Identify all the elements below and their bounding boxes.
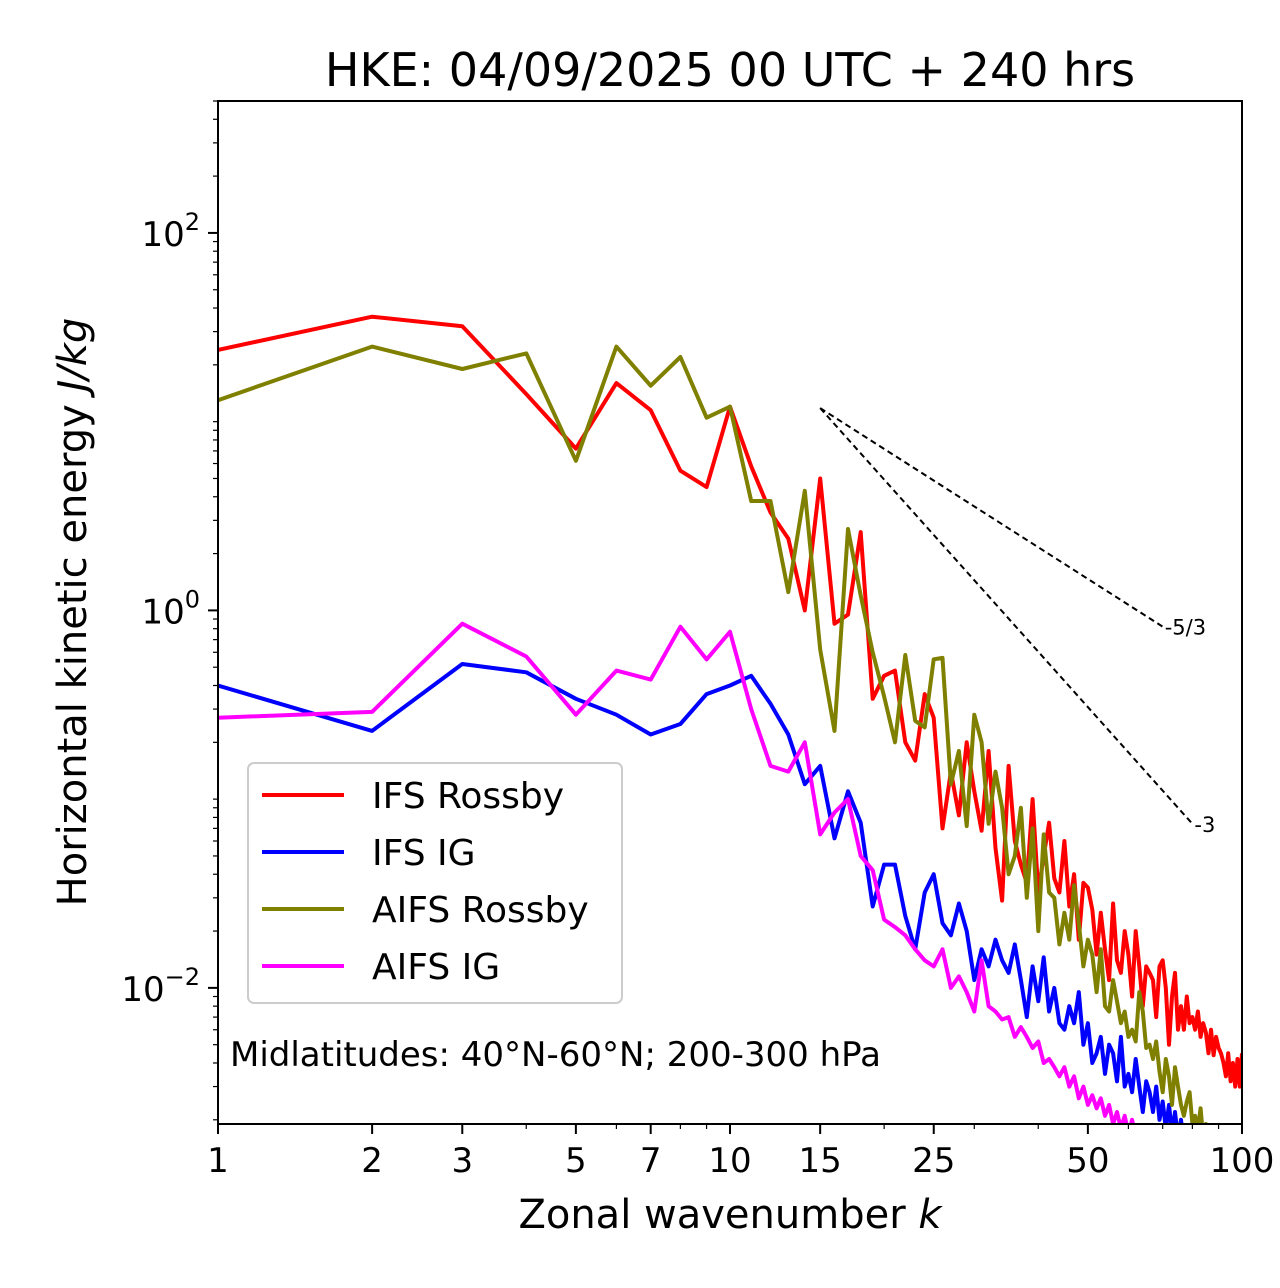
x-tick-label: 3 [451, 1141, 473, 1181]
slope-reference-lines: -5/3 -3 [819, 407, 1215, 837]
series-line-ifs-ig [218, 662, 1184, 1124]
x-tick-label: 1 [207, 1141, 229, 1181]
x-tick-label: 100 [1210, 1141, 1275, 1181]
x-tick-label: 25 [912, 1141, 955, 1181]
series-line-ifs-rossby [218, 314, 1242, 1089]
legend-label-aifs-ig: AIFS IG [372, 947, 500, 988]
x-tick-label: 5 [565, 1141, 587, 1181]
series-line-aifs-ig [218, 621, 1135, 1124]
x-tick-label: 2 [361, 1141, 383, 1181]
slope-line [819, 407, 1194, 825]
x-axis-ticks: 1 2 3 5 7 10 15 25 50 100 [207, 1124, 1274, 1181]
legend-label-ifs-ig: IFS IG [372, 833, 476, 874]
y-tick-label: 10−2 [121, 963, 200, 1010]
plot-frame [217, 100, 1243, 1125]
slope-label: -5/3 [1165, 616, 1206, 640]
legend-box [247, 762, 623, 1004]
slope-label: -3 [1194, 813, 1215, 837]
chart-title: HKE: 04/09/2025 00 UTC + 240 hrs [325, 43, 1135, 97]
legend-label-ifs-rossby: IFS Rossby [372, 776, 564, 817]
slope-line [819, 407, 1164, 628]
y-tick-label: 102 [141, 208, 200, 255]
y-axis-label: Horizontal kinetic energy J/kg [50, 318, 96, 907]
x-tick-label: 10 [708, 1141, 751, 1181]
x-tick-label: 15 [799, 1141, 842, 1181]
y-axis-ticks: 102 100 10−2 [121, 100, 218, 1121]
legend-label-aifs-rossby: AIFS Rossby [372, 890, 589, 931]
y-tick-label: 100 [141, 585, 200, 632]
x-tick-label: 7 [640, 1141, 662, 1181]
legend: IFS Rossby IFS IG AIFS Rossby AIFS IG [247, 762, 623, 1004]
region-annotation: Midlatitudes: 40°N-60°N; 200-300 hPa [230, 1035, 881, 1075]
x-axis-label: Zonal wavenumber k [518, 1192, 943, 1238]
x-tick-label: 50 [1066, 1141, 1109, 1181]
